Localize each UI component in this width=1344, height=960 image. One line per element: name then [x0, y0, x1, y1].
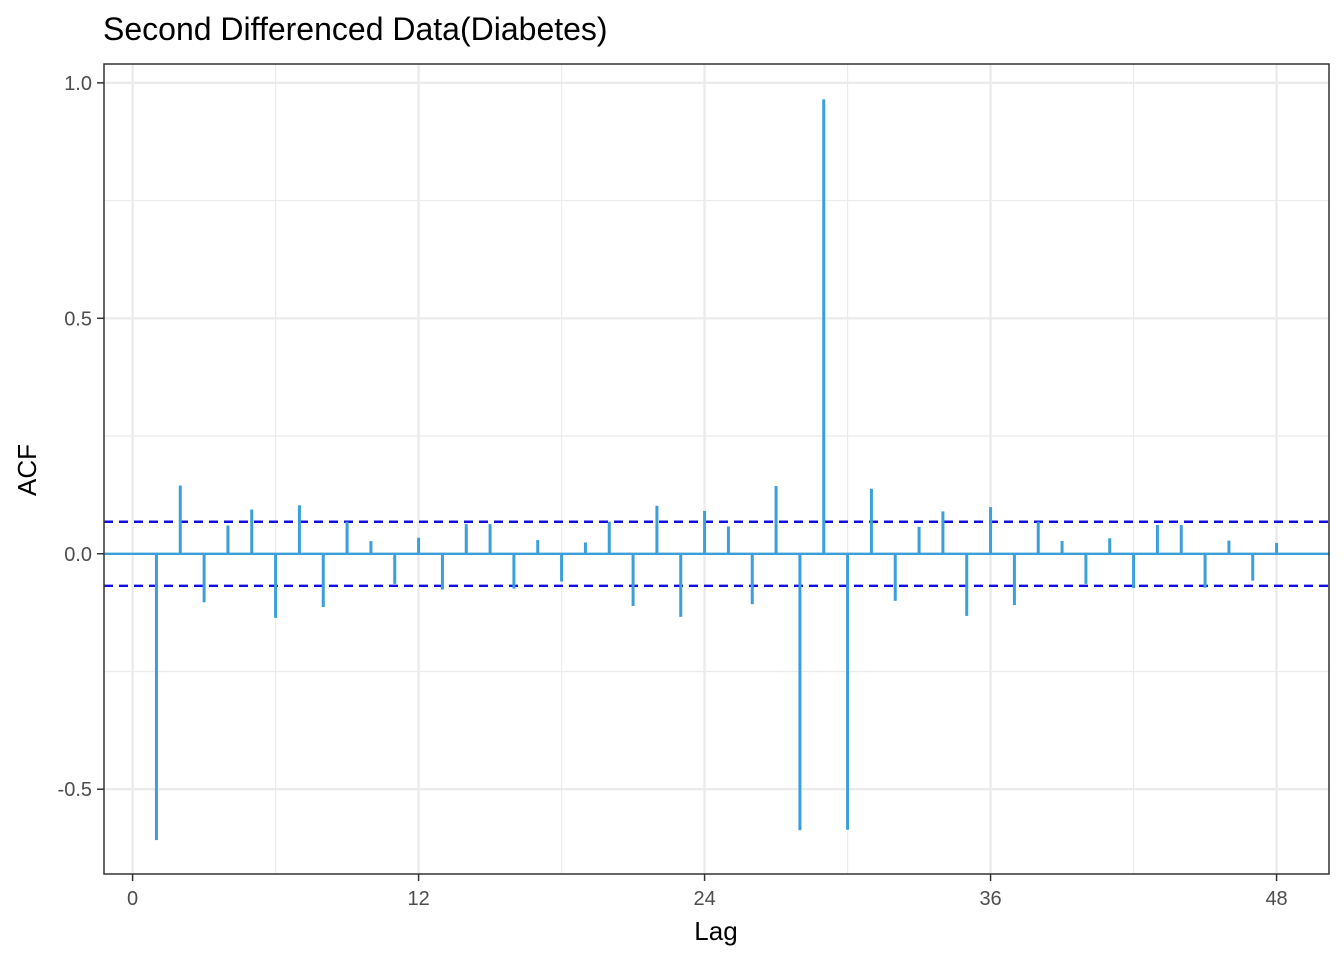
- x-axis: 0 12 24 36 48: [127, 874, 1288, 910]
- x-tick-label: 36: [979, 888, 1001, 910]
- x-tick-label: 48: [1265, 888, 1287, 910]
- grid-lines: [104, 64, 1329, 874]
- y-axis: -0.5 0.0 0.5 1.0: [58, 73, 104, 801]
- x-axis-label: Lag: [694, 916, 737, 946]
- chart-title: Second Differenced Data(Diabetes): [103, 11, 608, 47]
- x-tick-label: 24: [693, 888, 715, 910]
- x-tick-label: 12: [407, 888, 429, 910]
- y-axis-label: ACF: [12, 444, 42, 496]
- acf-bars: [154, 99, 1279, 841]
- y-tick-label: 1.0: [64, 73, 92, 95]
- y-tick-label: 0.0: [64, 544, 92, 566]
- y-tick-label: 0.5: [64, 308, 92, 330]
- confidence-bounds: [104, 520, 1329, 587]
- y-tick-label: -0.5: [58, 779, 92, 801]
- panel-border: [103, 63, 1330, 875]
- x-tick-label: 0: [127, 888, 138, 910]
